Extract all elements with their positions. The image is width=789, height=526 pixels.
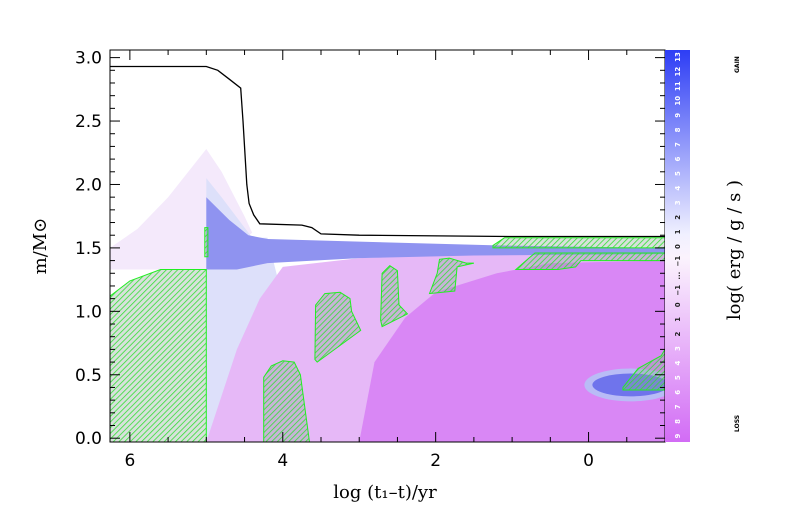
convective-zone [492, 237, 665, 249]
colorbar [665, 50, 690, 442]
convective-zone [380, 265, 409, 328]
colorbar-tick-label: 8 [674, 419, 682, 424]
colorbar-top-label: GAIN [734, 56, 741, 73]
convective-zone [110, 269, 207, 442]
colorbar-tick-label: 8 [674, 127, 682, 132]
colorbar-tick-label: 13 [674, 52, 682, 62]
colorbar-tick-label: 6 [674, 156, 682, 161]
colorbar-tick-label: 1 [674, 229, 682, 234]
x-tick-label: 2 [430, 451, 441, 471]
colorbar-tick-label: 4 [674, 361, 682, 366]
convective-zone [204, 227, 209, 258]
y-tick-label: 0.0 [75, 429, 102, 449]
colorbar-tick-label: 7 [674, 404, 682, 409]
colorbar-tick-label: ... [674, 272, 682, 280]
colorbar-tick-label: 2 [674, 215, 682, 220]
colorbar-tick-label: 11 [674, 81, 682, 91]
colorbar-tick-label: 3 [674, 346, 682, 351]
colorbar-label: log( erg / g / s ) [724, 180, 745, 320]
colorbar-tick-label: 3 [674, 200, 682, 205]
y-tick-label: 1.0 [75, 302, 102, 322]
x-tick-label: 0 [583, 451, 594, 471]
convective-zone [428, 257, 475, 295]
total-mass-line [110, 65, 665, 238]
x-axis-label: log (t₁–t)/yr [333, 482, 437, 503]
y-tick-label: 1.5 [75, 239, 102, 259]
colorbar-tick-label: 12 [674, 67, 682, 77]
colorbar-tick-label: 9 [674, 113, 682, 118]
y-tick-label: 2.0 [75, 175, 102, 195]
colorbar-tick-label: 0 [674, 244, 682, 249]
colorbar-tick-label: 1 [674, 317, 682, 322]
y-tick-label: 2.5 [75, 112, 102, 132]
y-tick-label: 0.5 [75, 366, 102, 386]
convective-zone [263, 360, 311, 442]
colorbar-tick-label: 5 [674, 171, 682, 176]
y-axis-label: m/M⊙ [30, 218, 51, 275]
colorbar-tick-label: 9 [674, 433, 682, 438]
colorbar-tick-label: 10 [674, 96, 682, 106]
energy-region-loss-high [359, 260, 665, 442]
colorbar-tick-label: −1 [674, 256, 682, 267]
convective-zone [314, 291, 362, 363]
y-tick-label: 3.0 [75, 49, 102, 69]
colorbar-tick-label: 5 [674, 375, 682, 380]
colorbar-tick-label: −1 [674, 285, 682, 296]
colorbar-tick-label: 6 [674, 390, 682, 395]
x-tick-label: 4 [277, 451, 288, 471]
colorbar-tick-label: 4 [674, 186, 682, 191]
energy-region-gain-mid [206, 197, 665, 270]
convective-zone [514, 252, 665, 270]
colorbar-tick-label: 7 [674, 142, 682, 147]
convective-zone [622, 348, 665, 391]
colorbar-tick-label: 0 [674, 302, 682, 307]
colorbar-bottom-label: LOSS [734, 415, 741, 432]
x-tick-label: 6 [124, 451, 135, 471]
colorbar-tick-label: 2 [674, 331, 682, 336]
